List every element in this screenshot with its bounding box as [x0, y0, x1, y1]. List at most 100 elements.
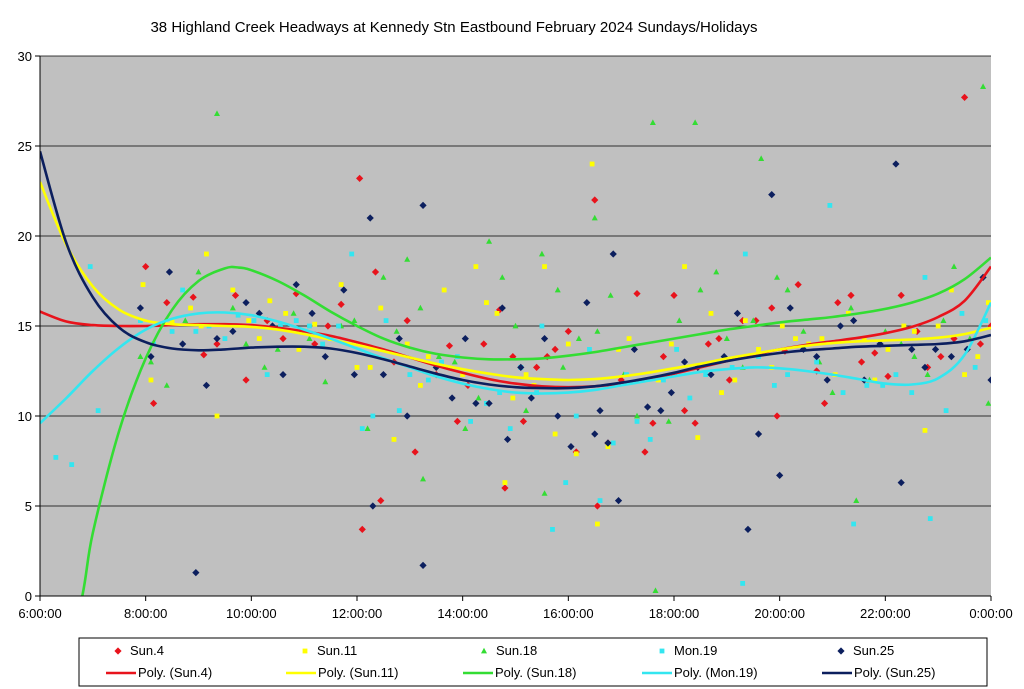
point-sun-25 — [165, 268, 174, 276]
point-sun-25 — [768, 191, 776, 199]
point-sun-18 — [853, 497, 860, 503]
point-sun-18 — [364, 425, 371, 431]
point-mon-19 — [222, 336, 228, 341]
point-sun-4 — [739, 317, 747, 325]
point-sun-25 — [921, 363, 929, 371]
point-sun-25 — [340, 286, 348, 294]
point-sun-18 — [980, 83, 987, 89]
trendline-poly-sun-18 — [80, 256, 991, 596]
point-sun-25 — [136, 304, 144, 312]
legend-marker-sun-25 — [837, 647, 845, 655]
point-sun-18 — [800, 328, 807, 334]
point-sun-4 — [834, 299, 842, 307]
legend-entry-sun-25: Sun.25 — [837, 643, 894, 658]
point-sun-11 — [935, 323, 941, 329]
point-sun-25 — [179, 340, 187, 348]
point-sun-25 — [485, 399, 493, 407]
point-sun-4 — [641, 448, 649, 456]
point-sun-4 — [937, 353, 945, 361]
point-sun-25 — [707, 371, 715, 379]
point-sun-4 — [884, 372, 892, 380]
point-sun-4 — [725, 376, 734, 384]
point-sun-11 — [719, 390, 724, 395]
point-mon-19 — [943, 408, 949, 413]
point-sun-11 — [552, 431, 558, 437]
x-tick-label: 12:00:00 — [332, 606, 383, 621]
point-sun-4 — [593, 502, 601, 510]
point-sun-4 — [496, 306, 504, 314]
y-tick-label: 0 — [25, 589, 32, 604]
trendlines — [40, 151, 991, 596]
point-sun-11 — [484, 300, 489, 305]
x-tick-label: 18:00:00 — [649, 606, 700, 621]
point-sun-18 — [774, 274, 781, 280]
point-sun-18 — [306, 335, 313, 341]
point-sun-4 — [551, 345, 559, 353]
point-sun-25 — [657, 407, 665, 415]
point-sun-11 — [338, 282, 344, 287]
point-sun-11 — [589, 161, 595, 167]
point-mon-19 — [983, 318, 989, 323]
point-sun-25 — [987, 376, 991, 384]
point-sun-11 — [441, 287, 447, 293]
legend-entries: Sun.4 Sun.11 Sun.18 Mon.19 Sun.25 Poly. (Sun.… — [106, 643, 935, 680]
point-sun-11 — [626, 336, 632, 341]
point-sun-25 — [229, 327, 237, 335]
legend-label: Poly. (Mon.19) — [674, 665, 758, 680]
point-sun-25 — [680, 358, 689, 366]
point-sun-11 — [911, 329, 917, 334]
point-sun-11 — [975, 354, 981, 359]
point-sun-18 — [290, 310, 297, 316]
point-mon-19 — [573, 413, 579, 419]
point-sun-4 — [715, 335, 723, 343]
legend-label: Sun.11 — [317, 643, 357, 658]
point-mon-19 — [277, 323, 283, 329]
point-mon-19 — [864, 383, 870, 388]
point-sun-25 — [147, 353, 155, 361]
point-sun-25 — [242, 299, 250, 307]
point-sun-4 — [242, 376, 250, 384]
point-sun-11 — [885, 347, 891, 352]
point-sun-11 — [523, 372, 529, 377]
point-sun-25 — [321, 353, 329, 361]
point-sun-11 — [296, 347, 302, 352]
point-sun-18 — [417, 304, 424, 311]
point-sun-25 — [744, 525, 752, 533]
point-mon-19 — [785, 372, 790, 377]
x-tick-label: 0:00:00 — [969, 606, 1012, 621]
point-mon-19 — [922, 275, 928, 280]
x-tick-label: 10:00:00 — [226, 606, 277, 621]
point-mon-19 — [814, 359, 820, 365]
point-sun-25 — [192, 569, 200, 577]
legend-entry-sun-18: Sun.18 — [481, 643, 537, 658]
point-sun-25 — [527, 394, 535, 402]
point-sun-4 — [292, 290, 300, 298]
point-sun-25 — [419, 201, 427, 209]
legend-marker-mon-19 — [659, 648, 665, 654]
point-sun-25 — [583, 299, 591, 307]
point-sun-18 — [951, 263, 958, 269]
point-sun-11 — [312, 321, 318, 327]
point-sun-25 — [292, 281, 300, 289]
point-sun-4 — [752, 317, 760, 325]
point-sun-11 — [779, 323, 785, 329]
point-sun-4 — [960, 93, 969, 101]
point-sun-4 — [543, 353, 551, 361]
point-sun-4 — [509, 353, 517, 361]
point-mon-19 — [468, 419, 473, 424]
trendline-poly-sun-25 — [40, 151, 991, 390]
x-tick-label: 6:00:00 — [18, 606, 61, 621]
point-sun-18 — [676, 317, 683, 323]
y-tick-label: 20 — [18, 229, 32, 244]
point-mon-19 — [959, 311, 965, 316]
legend-marker-sun-11 — [302, 648, 308, 654]
point-mon-19 — [53, 455, 59, 460]
point-mon-19 — [771, 383, 777, 388]
point-sun-4 — [519, 417, 528, 425]
point-sun-11 — [148, 377, 154, 383]
point-sun-11 — [169, 318, 175, 323]
point-sun-25 — [395, 335, 403, 343]
point-sun-4 — [263, 317, 271, 325]
x-tick-label: 8:00:00 — [124, 606, 167, 621]
